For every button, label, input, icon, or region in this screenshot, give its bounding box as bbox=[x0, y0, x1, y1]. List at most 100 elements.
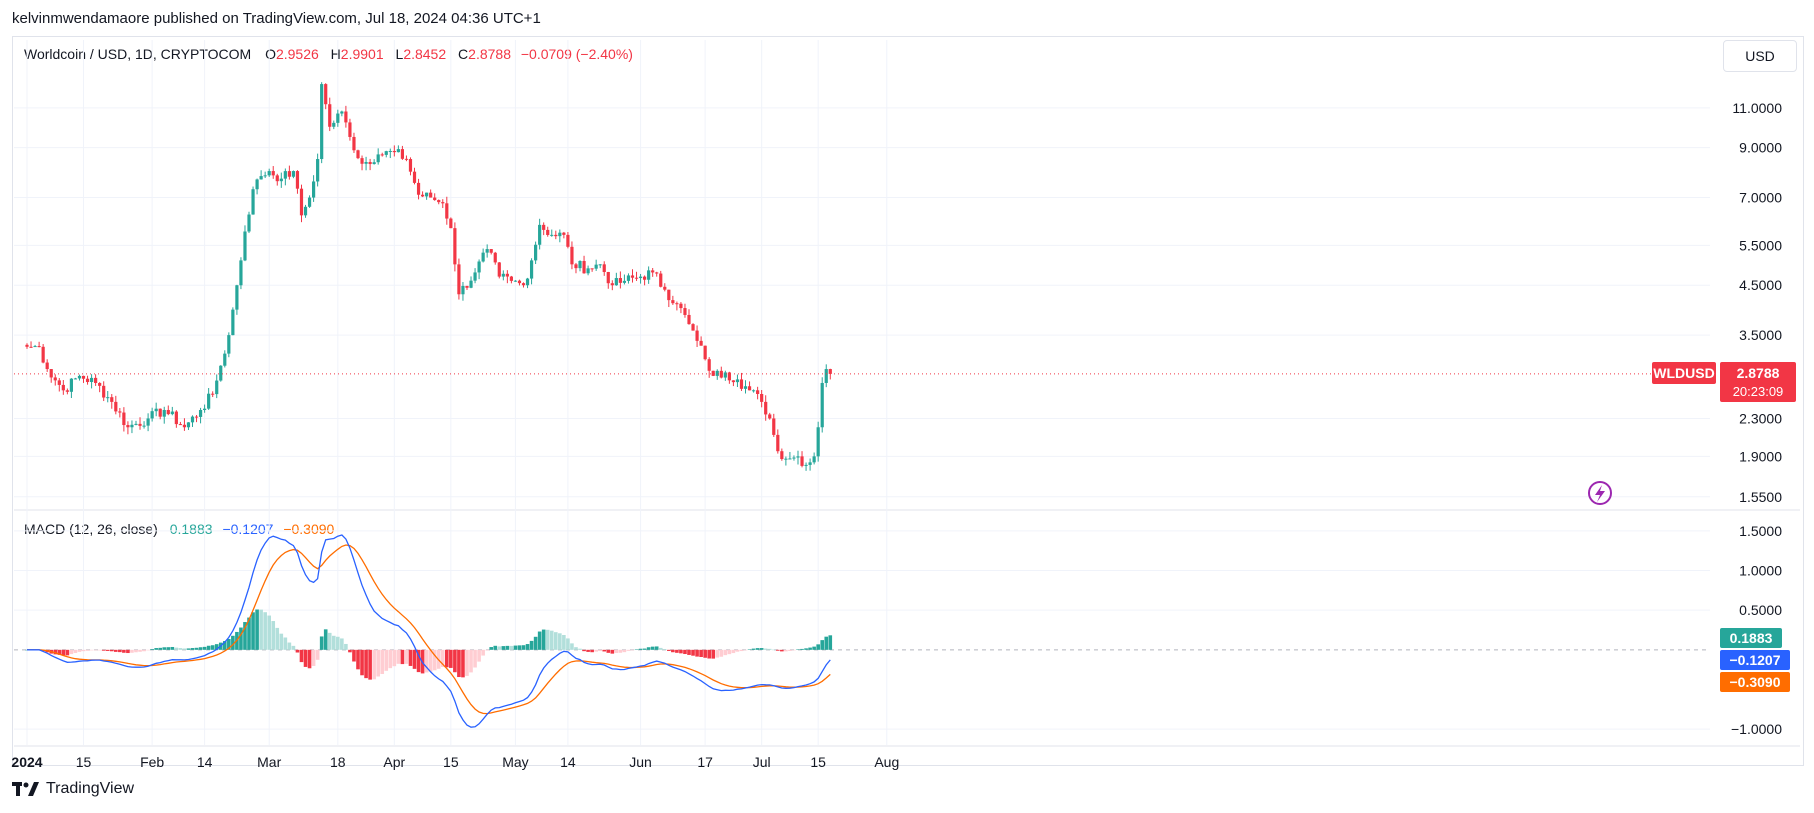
candle bbox=[324, 83, 328, 110]
candle bbox=[554, 230, 558, 240]
macd-histogram-bar bbox=[162, 647, 167, 650]
candle bbox=[707, 357, 711, 378]
macd-histogram-bar bbox=[303, 649, 308, 667]
macd-histogram-bar bbox=[210, 645, 215, 650]
candle bbox=[731, 380, 736, 387]
footer-brand[interactable]: TradingView bbox=[12, 780, 134, 798]
macd-histogram-bar bbox=[384, 649, 389, 671]
candle bbox=[449, 217, 453, 229]
macd-histogram-bar bbox=[465, 649, 469, 676]
macd-histogram-bar bbox=[97, 649, 102, 651]
macd-histogram-bar bbox=[529, 640, 534, 650]
macd-histogram-bar bbox=[449, 649, 453, 668]
macd-histogram-bar bbox=[505, 645, 510, 650]
candle bbox=[316, 153, 320, 187]
macd-histogram-bar bbox=[190, 648, 195, 650]
macd-histogram-bar bbox=[658, 647, 663, 650]
candle bbox=[227, 332, 231, 358]
candle bbox=[618, 271, 622, 289]
macd-histogram-bar bbox=[89, 649, 94, 651]
candle bbox=[166, 405, 170, 416]
time-axis-label: 18 bbox=[330, 754, 346, 770]
macd-histogram-bar bbox=[634, 649, 639, 650]
macd-histogram-bar bbox=[134, 649, 138, 653]
candle bbox=[412, 167, 417, 185]
price-axis-label: 11.0000 bbox=[1732, 100, 1782, 116]
candle bbox=[651, 267, 655, 277]
macd-histogram-bar bbox=[606, 649, 611, 653]
macd-histogram-bar bbox=[558, 633, 562, 650]
macd-histogram-bar bbox=[537, 631, 542, 650]
macd-histogram-bar bbox=[784, 649, 788, 652]
candle bbox=[158, 408, 162, 420]
macd-histogram-bar bbox=[142, 649, 146, 652]
macd-histogram-bar bbox=[130, 649, 134, 653]
candle bbox=[473, 268, 477, 284]
time-axis-label: Feb bbox=[140, 754, 164, 770]
candle bbox=[780, 448, 784, 461]
macd-histogram-bar bbox=[497, 646, 502, 650]
macd-line-tag: −0.1207 bbox=[1730, 652, 1781, 668]
candle bbox=[142, 421, 146, 429]
macd-histogram-bar bbox=[703, 649, 707, 658]
macd-histogram-bar bbox=[352, 649, 356, 662]
macd-histogram-bar bbox=[344, 643, 348, 650]
candle bbox=[291, 170, 296, 179]
close-label: C bbox=[458, 46, 469, 62]
candle bbox=[743, 380, 748, 394]
candle bbox=[295, 170, 300, 194]
candle bbox=[671, 295, 675, 305]
candle bbox=[711, 370, 715, 377]
candle bbox=[408, 157, 413, 176]
macd-histogram-bar bbox=[763, 648, 768, 650]
macd-histogram-bar bbox=[586, 649, 590, 652]
macd-histogram-bar bbox=[824, 636, 829, 650]
macd-histogram-bar bbox=[646, 647, 651, 650]
candle bbox=[429, 189, 433, 198]
candle bbox=[509, 275, 513, 284]
candle bbox=[150, 407, 154, 422]
candle bbox=[198, 407, 203, 424]
macd-histogram-bar bbox=[796, 649, 800, 650]
macd-histogram-bar bbox=[323, 629, 328, 650]
macd-histogram-bar bbox=[73, 649, 78, 653]
macd-histogram-bar bbox=[808, 647, 812, 650]
candle bbox=[368, 158, 372, 171]
macd-tags: 0.1883 −0.1207 −0.3090 bbox=[1720, 628, 1790, 692]
macd-histogram-bar bbox=[650, 646, 655, 650]
lightning-icon[interactable] bbox=[1588, 481, 1612, 505]
currency-button[interactable]: USD bbox=[1723, 40, 1797, 72]
macd-histogram-bar bbox=[626, 649, 631, 651]
macd-histogram-bar bbox=[509, 645, 514, 650]
time-axis-label: Aug bbox=[874, 754, 899, 770]
candle bbox=[497, 262, 501, 279]
macd-histogram-bar bbox=[735, 649, 740, 652]
macd-histogram-bar bbox=[440, 649, 445, 667]
macd-histogram-bar bbox=[445, 649, 449, 668]
candle bbox=[283, 168, 287, 186]
candle bbox=[271, 166, 275, 179]
macd-histogram-bar bbox=[118, 649, 122, 653]
macd-histogram-bar bbox=[194, 647, 199, 650]
candle bbox=[469, 276, 473, 289]
macd-histogram-bar bbox=[707, 649, 711, 659]
candle bbox=[41, 344, 45, 364]
candle bbox=[630, 269, 635, 283]
macd-histogram-bar bbox=[743, 649, 748, 651]
macd-histogram-bar bbox=[457, 649, 461, 678]
symbol-title: Worldcoin / USD, 1D, CRYPTOCOM bbox=[24, 46, 252, 62]
macd-signal-line bbox=[27, 544, 831, 715]
macd-histogram-bar bbox=[57, 649, 62, 655]
candle bbox=[207, 388, 211, 410]
candle bbox=[33, 344, 37, 348]
macd-histogram-bar bbox=[679, 649, 683, 654]
macd-histogram-bar bbox=[271, 621, 276, 650]
candle bbox=[404, 155, 409, 162]
candle bbox=[816, 421, 820, 462]
candle bbox=[134, 420, 138, 426]
macd-histogram-bar bbox=[251, 612, 255, 650]
candle bbox=[513, 280, 518, 282]
candle bbox=[190, 415, 195, 427]
candle bbox=[57, 378, 61, 392]
